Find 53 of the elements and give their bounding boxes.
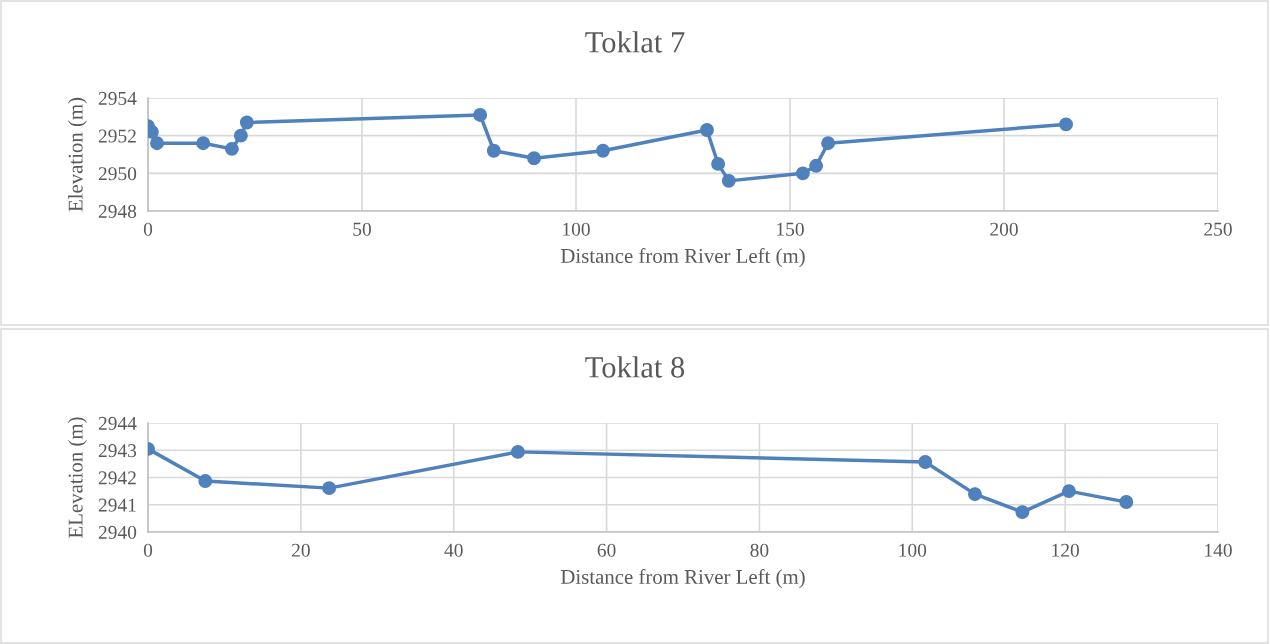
x-tick-label: 0 [143, 543, 153, 557]
point [150, 136, 164, 151]
x-tick-label: 40 [444, 543, 463, 557]
x-tick-label: 60 [597, 543, 616, 557]
x-axis-title: Distance from River Left (m) [560, 569, 805, 589]
x-tick-label: 120 [1052, 543, 1079, 557]
point [711, 156, 726, 171]
point [239, 115, 254, 130]
point [473, 108, 488, 122]
y-axis-title: ELevation (m) [68, 417, 87, 538]
point [196, 136, 211, 151]
y-tick-label: 2944 [98, 416, 137, 430]
point [224, 141, 239, 156]
point [527, 151, 542, 166]
y-tick-label: 2942 [98, 471, 136, 485]
point [1059, 117, 1074, 132]
point [795, 166, 810, 181]
y-axis-title: Elevation (m) [68, 97, 87, 212]
x-tick-label: 150 [777, 222, 804, 236]
point [596, 143, 610, 158]
x-tick-label: 100 [899, 543, 927, 557]
x-tick-label: 80 [750, 543, 769, 557]
point [233, 128, 248, 143]
x-tick-label: 140 [1205, 543, 1232, 557]
x-tick-label: 200 [990, 222, 1018, 236]
y-tick-label: 2950 [98, 167, 137, 181]
point [821, 136, 836, 151]
y-tick-label: 2954 [98, 91, 137, 105]
point [1015, 505, 1030, 520]
y-tick-label: 2948 [98, 204, 137, 218]
x-tick-label: 0 [143, 222, 153, 236]
x-tick-label: 20 [291, 543, 310, 557]
point [198, 474, 213, 488]
y-tick-label: 2952 [98, 129, 136, 143]
chart-title: Toklat 7 [585, 31, 685, 53]
chart-title: Toklat 8 [585, 356, 685, 378]
x-tick-label: 100 [563, 222, 590, 236]
x-tick-label: 50 [353, 222, 371, 236]
point [1119, 495, 1134, 509]
x-tick-label: 250 [1204, 222, 1232, 236]
point [918, 455, 933, 469]
y-tick-label: 2941 [98, 498, 136, 512]
point [322, 481, 337, 496]
point [486, 143, 501, 158]
y-tick-label: 2940 [98, 525, 137, 539]
x-axis-title: Distance from River Left (m) [560, 248, 805, 268]
point [721, 173, 736, 188]
point [1062, 484, 1076, 499]
point [700, 123, 714, 137]
point [968, 487, 982, 502]
point [510, 444, 525, 459]
y-tick-label: 2943 [98, 444, 137, 458]
point [809, 158, 824, 173]
